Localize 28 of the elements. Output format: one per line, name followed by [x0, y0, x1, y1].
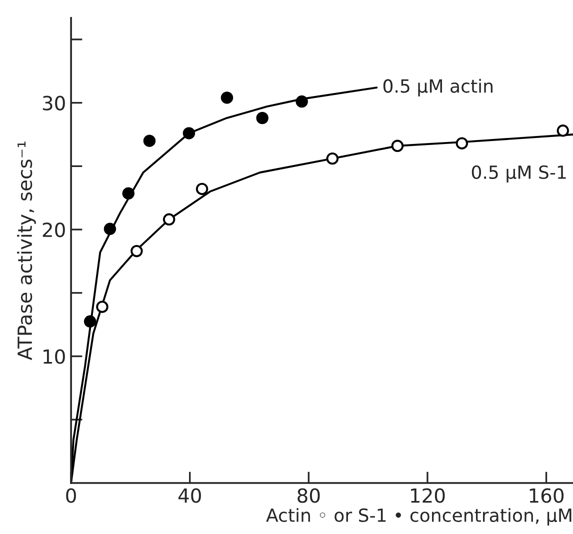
- x-tick-label: 80: [298, 488, 320, 503]
- point: [104, 222, 116, 236]
- x-tick-label: 120: [411, 488, 445, 503]
- x-tick-label: 160: [530, 488, 564, 503]
- y-tick-label: 30: [42, 96, 65, 110]
- x-tick-label: 0: [66, 488, 76, 503]
- point: [96, 300, 108, 313]
- x-tick-label: 40: [178, 488, 201, 503]
- point: [122, 187, 134, 200]
- point: [456, 137, 468, 150]
- y-axis-title: ATPase activity, secs⁻¹: [17, 142, 36, 360]
- point: [296, 95, 308, 108]
- y-tick-label: 20: [42, 222, 65, 238]
- point: [196, 182, 208, 196]
- x-axis-title: Actin ◦ or S-1 • concentration, μM: [266, 508, 572, 526]
- point: [391, 140, 404, 152]
- point: [326, 152, 339, 165]
- point: [182, 127, 196, 140]
- point: [220, 92, 234, 104]
- y-tick-label: 10: [44, 349, 65, 364]
- point: [84, 315, 96, 328]
- point: [556, 124, 570, 137]
- point: [162, 213, 176, 226]
- point: [130, 244, 143, 258]
- series-label: 0.5 μM actin: [383, 78, 492, 96]
- point: [256, 112, 268, 124]
- point: [143, 134, 156, 147]
- series-label: 0.5 μM S-1: [472, 165, 566, 183]
